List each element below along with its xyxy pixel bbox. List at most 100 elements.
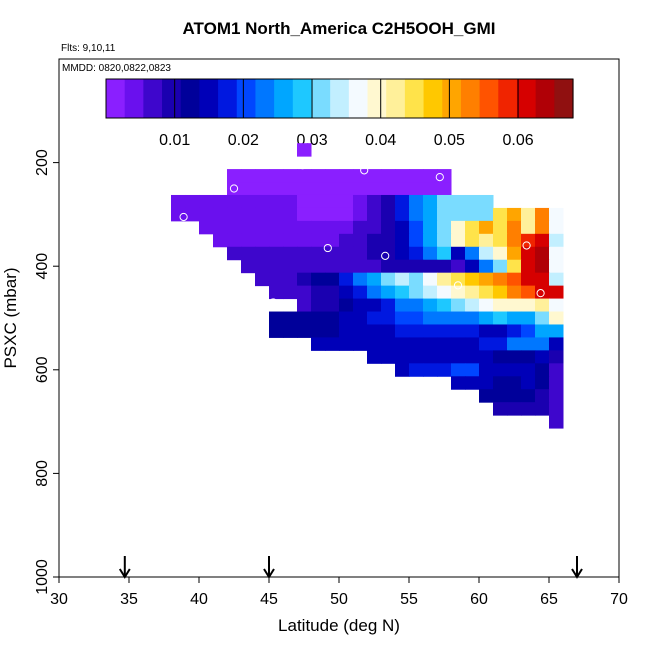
heatmap-cell xyxy=(437,220,452,235)
heatmap-cell xyxy=(465,285,480,300)
heatmap-cell xyxy=(507,376,522,390)
heatmap-cell xyxy=(325,298,340,313)
heatmap-cell xyxy=(535,376,550,390)
heatmap-cell xyxy=(199,207,214,222)
colorbar-swatch xyxy=(274,79,294,118)
heatmap-cell xyxy=(353,285,368,300)
arrow-head xyxy=(263,568,275,579)
heatmap-cell xyxy=(423,311,438,325)
heatmap-cell xyxy=(311,182,326,196)
heatmap-cell xyxy=(381,259,396,274)
heatmap-cell xyxy=(395,220,410,235)
colorbar-swatch xyxy=(479,79,499,118)
y-tick-label: 400 xyxy=(34,253,51,280)
heatmap-cell xyxy=(493,298,508,313)
heatmap-cell xyxy=(451,363,466,377)
heatmap-cell xyxy=(311,259,326,274)
heatmap-cell xyxy=(227,182,242,196)
heatmap-cell xyxy=(381,350,396,364)
heatmap-cell xyxy=(353,233,368,248)
heatmap-cell xyxy=(367,272,382,287)
heatmap-cell xyxy=(451,259,466,274)
heatmap-cell xyxy=(465,207,480,222)
heatmap-cell xyxy=(409,363,424,377)
heatmap-cell xyxy=(213,233,228,248)
heatmap-cell xyxy=(395,259,410,274)
heatmap-cell xyxy=(549,376,564,390)
flight-marker xyxy=(229,184,239,193)
heatmap-cell xyxy=(465,311,480,325)
heatmap-cell xyxy=(395,182,410,196)
heatmap-cell xyxy=(465,337,480,351)
heatmap-cell xyxy=(367,169,382,183)
flight-arrows xyxy=(118,556,583,579)
heatmap-cell xyxy=(367,233,382,248)
heatmap-cell xyxy=(185,194,200,209)
heatmap-cell xyxy=(353,246,368,261)
heatmap-cell xyxy=(549,298,564,313)
heatmap-cell xyxy=(269,285,284,300)
heatmap-cell xyxy=(241,194,256,209)
flight-marker xyxy=(323,243,332,253)
heatmap-cell xyxy=(297,285,312,300)
heatmap-cell xyxy=(395,350,410,364)
heatmap-cell xyxy=(549,207,564,222)
heatmap-cell xyxy=(507,311,522,325)
x-axis: 30 35 40 45 50 55 60 65 70 xyxy=(50,576,628,608)
heatmap-cell xyxy=(507,207,522,222)
flight-marker xyxy=(453,281,463,290)
heatmap-cell xyxy=(493,350,508,364)
heatmap-cell xyxy=(549,389,564,403)
heatmap-cell xyxy=(283,169,298,183)
heatmap-cell xyxy=(409,298,424,313)
heatmap-cell xyxy=(213,220,228,235)
heatmap-cell xyxy=(521,337,536,351)
heatmap-cell xyxy=(283,220,298,235)
heatmap-cell xyxy=(283,233,298,248)
heatmap-cell xyxy=(451,272,466,287)
heatmap-cell xyxy=(325,194,340,209)
heatmap-cell xyxy=(381,207,396,222)
x-tick-label: 45 xyxy=(260,591,278,608)
heatmap-cell xyxy=(255,169,270,183)
y-axis: 200 400 600 800 1000 xyxy=(34,59,60,595)
heatmap-cell xyxy=(535,363,550,377)
colorbar-tick-label: 0.01 xyxy=(159,132,190,149)
heatmap-cell xyxy=(423,324,438,338)
heatmap-cell xyxy=(339,182,354,196)
heatmap-cell xyxy=(549,337,564,351)
heatmap-cell xyxy=(353,272,368,287)
heatmap-cell xyxy=(451,220,466,235)
heatmap-cell xyxy=(255,182,270,196)
heatmap-cell xyxy=(437,298,452,313)
heatmap-cell xyxy=(507,298,522,313)
heatmap-cell xyxy=(437,182,452,196)
colorbar-swatch xyxy=(554,79,574,118)
heatmap-cell xyxy=(227,246,242,261)
heatmap-cell xyxy=(423,298,438,313)
heatmap-cell xyxy=(367,259,382,274)
heatmap-cell xyxy=(521,259,536,274)
heatmap-cell xyxy=(465,233,480,248)
heatmap-cell xyxy=(437,169,452,183)
heatmap-cell xyxy=(339,220,354,235)
heatmap-cell xyxy=(423,272,438,287)
heatmap-cell xyxy=(409,233,424,248)
heatmap-cell xyxy=(325,233,340,248)
heatmap-cell xyxy=(381,272,396,287)
arrow-head xyxy=(118,568,131,579)
colorbar-swatch xyxy=(330,79,350,118)
heatmap-cell xyxy=(465,272,480,287)
heatmap-cell xyxy=(521,363,536,377)
heatmap-cell xyxy=(465,220,480,235)
heatmap-cell xyxy=(297,169,312,183)
heatmap-cell xyxy=(493,337,508,351)
flight-marker xyxy=(381,251,390,260)
heatmap-cell xyxy=(451,194,466,209)
flight-marker xyxy=(463,470,472,480)
heatmap-cell xyxy=(297,259,312,274)
heatmap-cell xyxy=(437,324,452,338)
heatmap-cell xyxy=(465,376,480,390)
colorbar-swatch xyxy=(404,79,425,118)
heatmap-cell xyxy=(493,207,508,222)
